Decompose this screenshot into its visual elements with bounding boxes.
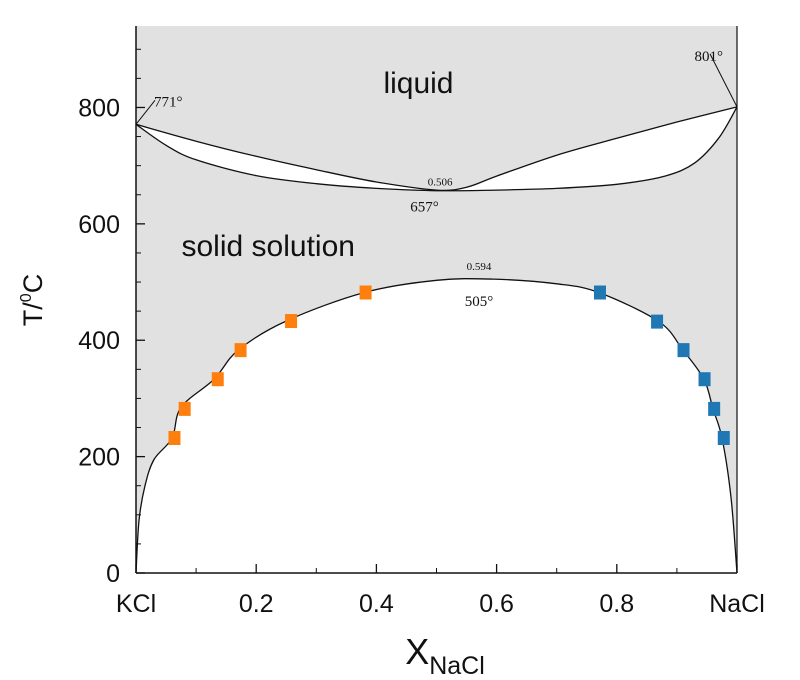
data-point-square — [717, 430, 730, 445]
data-point-square — [234, 343, 247, 358]
data-point-square — [593, 285, 606, 300]
data-point-square — [698, 372, 711, 387]
y-axis-title-base: T/ — [18, 302, 48, 326]
region-label-solid-solution: solid solution — [182, 230, 355, 263]
data-point-square — [178, 401, 191, 416]
data-point-square — [359, 285, 372, 300]
y-tick-label: 400 — [78, 327, 120, 355]
y-axis-title-unit: C — [18, 274, 48, 294]
data-point-square — [651, 314, 664, 329]
data-point-square — [285, 314, 298, 329]
data-point-square — [168, 430, 181, 445]
solvus-dome-fill — [136, 278, 737, 573]
liquidus-curve — [135, 106, 738, 191]
x-tick-label: NaCl — [709, 590, 765, 618]
liquidus-solidus-loop-fill — [136, 106, 737, 191]
x-tick-label: KCl — [116, 590, 156, 618]
y-tick-label: 0 — [106, 560, 120, 588]
annotation-label: 801° — [695, 49, 724, 65]
y-axis-title: T/0C — [18, 274, 48, 326]
y-tick-label: 800 — [78, 94, 120, 122]
y-tick-label: 200 — [78, 444, 120, 472]
x-tick-label: 0.4 — [359, 590, 394, 618]
annotation-label: 771° — [154, 94, 183, 110]
x-tick-label: 0.2 — [239, 590, 274, 618]
annotation-label: 505° — [465, 294, 494, 310]
x-tick-label: 0.6 — [479, 590, 514, 618]
data-point-square — [211, 372, 224, 387]
x-tick-label: 0.8 — [599, 590, 634, 618]
y-tick-label: 600 — [78, 211, 120, 239]
annotation-label: 0.594 — [467, 261, 492, 273]
solidus-curve — [135, 106, 738, 192]
region-label-liquid: liquid — [383, 67, 453, 100]
annotation-label: 657° — [410, 200, 439, 216]
x-axis-title-subscript: NaCl — [429, 652, 485, 680]
annotation-label: 0.506 — [428, 177, 453, 189]
data-point-square — [677, 343, 690, 358]
x-axis-title: XNaCl — [405, 631, 485, 680]
data-point-square — [708, 401, 721, 416]
y-axis-title-superscript: 0 — [18, 293, 35, 302]
solvus-curve — [135, 278, 738, 574]
annotation-leader-line — [709, 53, 738, 108]
annotation-leader-line — [135, 100, 156, 125]
x-axis-title-main: X — [405, 631, 429, 672]
